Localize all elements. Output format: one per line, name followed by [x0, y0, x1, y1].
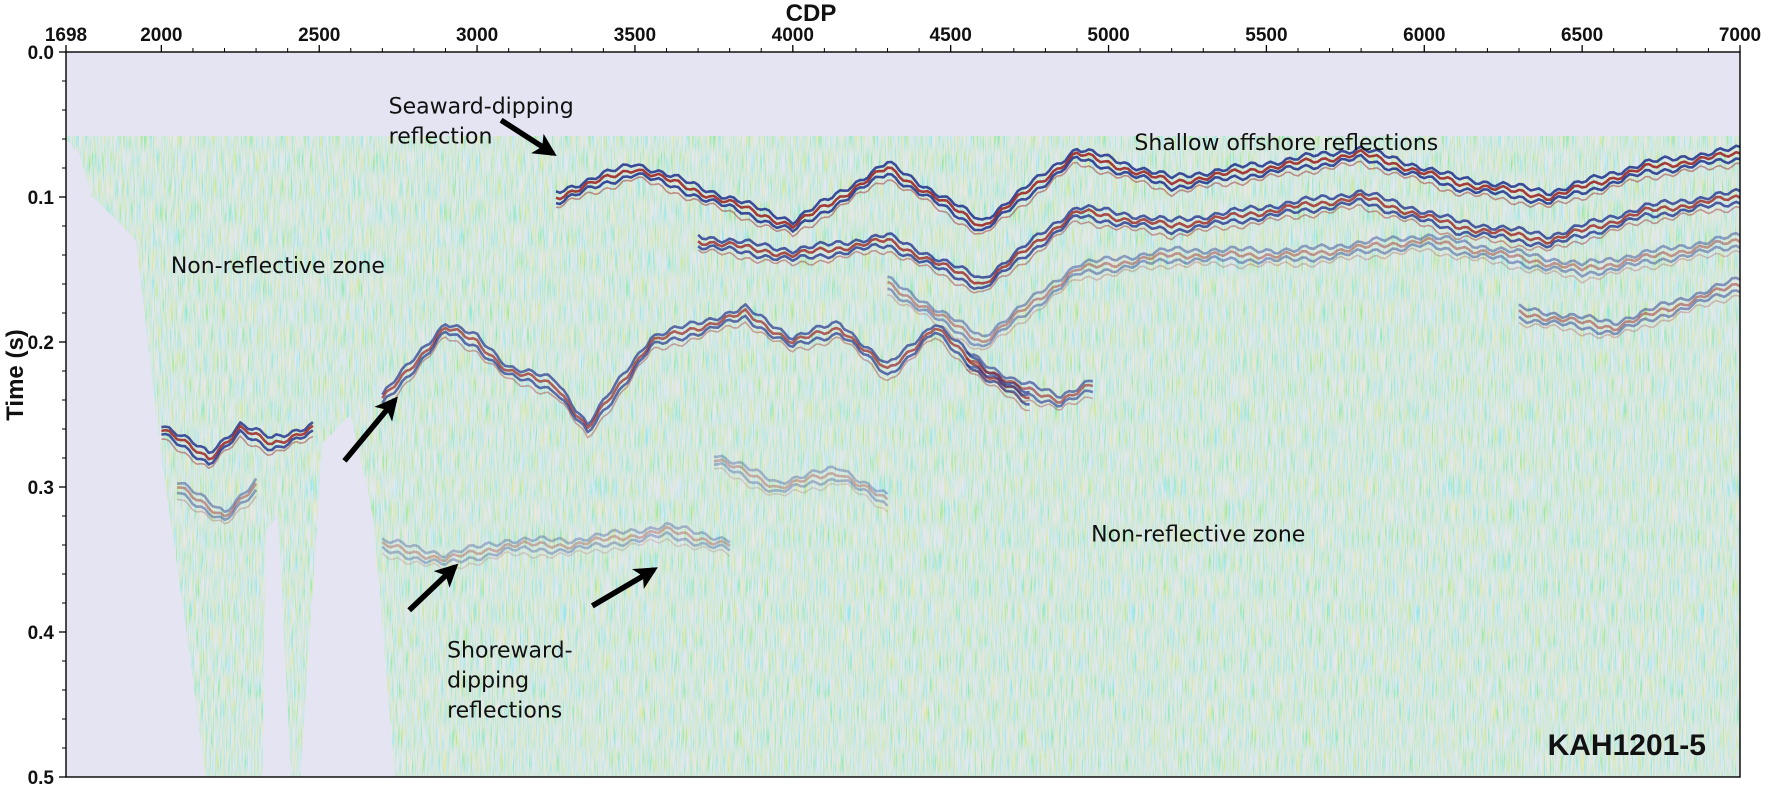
reflection-band [887, 231, 1740, 351]
annotation-line: reflection [389, 125, 493, 150]
x-tick-label: 5000 [1087, 25, 1129, 46]
annotation-arrow [590, 567, 658, 609]
reflection-band [1518, 276, 1740, 340]
y-tick-label: 0.0 [28, 43, 54, 64]
no-data-zone [262, 516, 291, 777]
x-tick-label: 7000 [1719, 25, 1761, 46]
reflection-trace [381, 303, 1030, 426]
reflection-trace [1518, 289, 1740, 336]
reflection-trace [697, 187, 1740, 279]
annotation-label: Shallow offshore reflections [1134, 131, 1438, 156]
reflection-trace [713, 458, 889, 501]
y-axis-left: 0.0 0.1 0.2 0.3 0.4 0.5 [28, 43, 66, 789]
x-tick-label: 2500 [298, 25, 340, 46]
annotation-arrow [407, 563, 459, 613]
reflection-trace [161, 421, 314, 455]
x-tick-label: 4500 [930, 25, 972, 46]
x-tick-label: 6500 [1561, 25, 1603, 46]
x-axis-top: 1698 2000 2500 3000 3500 4000 4500 5000 5500 6000… [45, 25, 1761, 52]
reflection-trace [555, 148, 1740, 229]
x-tick-label: 3500 [614, 25, 656, 46]
y-axis-title: Time (s) [2, 329, 29, 421]
reflection-trace [887, 247, 1740, 351]
x-tick-label: 3000 [456, 25, 498, 46]
reflection-trace [1518, 294, 1740, 340]
reflection-trace [966, 368, 1094, 411]
line-id-label: KAH1201-5 [1548, 729, 1706, 762]
reflection-band [381, 303, 1030, 439]
reflection-trace [965, 363, 1094, 408]
reflection-band [555, 144, 1740, 238]
reflection-trace [965, 357, 1094, 404]
reflection-trace [555, 144, 1740, 226]
reflection-trace [713, 461, 889, 507]
x-tick-label: 5500 [1245, 25, 1287, 46]
reflection-trace [381, 531, 731, 566]
annotation-line: reflections [447, 698, 562, 723]
annotation-line: Non-reflective zone [171, 254, 385, 279]
reflection-trace [713, 467, 889, 513]
y-tick-label: 0.1 [28, 188, 55, 209]
y-tick-label: 0.4 [28, 623, 55, 644]
x-tick-label: 1698 [45, 25, 87, 46]
reflection-trace [381, 314, 1030, 434]
reflection-trace [697, 204, 1740, 294]
seismic-image [66, 52, 1740, 777]
reflection-trace [555, 153, 1740, 233]
reflection-trace [381, 521, 731, 559]
annotation-line: dipping [447, 668, 529, 693]
annotation-label: Shoreward-dipping reflections [447, 638, 573, 723]
reflection-trace [697, 197, 1740, 291]
reflection-trace [887, 231, 1740, 338]
reflection-trace [713, 454, 889, 495]
reflection-trace [697, 192, 1740, 285]
plot-frame [65, 51, 1741, 778]
annotation-label: Non-reflective zone [171, 254, 385, 279]
annotation-line: Shoreward- [447, 638, 573, 663]
reflection-trace [381, 525, 731, 562]
reflection-trace [177, 482, 258, 518]
y-tick-label: 0.5 [28, 768, 55, 789]
annotations: Seaward-dipping reflection Shallow offshor… [171, 95, 1438, 724]
reflection-trace [176, 477, 258, 513]
annotation-arrow [342, 396, 398, 463]
reflection-trace [1518, 282, 1740, 332]
reflection-band [965, 350, 1094, 411]
annotation-line: Seaward-dipping [389, 95, 574, 120]
reflection-trace [555, 160, 1740, 238]
reflection-trace [161, 435, 314, 469]
reflection-trace [176, 495, 257, 525]
y-tick-label: 0.2 [28, 333, 54, 354]
reflection-band [713, 454, 889, 513]
reflection-trace [887, 241, 1740, 348]
annotation-line: Non-reflective zone [1091, 522, 1305, 547]
annotation-label: Non-reflective zone [1091, 522, 1305, 547]
reflection-trace [965, 350, 1093, 399]
reflection-trace [1518, 276, 1740, 326]
no-data-zone [300, 414, 395, 777]
reflection-trace [161, 428, 314, 466]
x-tick-label: 4000 [772, 25, 814, 46]
annotation-arrow [499, 117, 557, 157]
reflection-band [176, 477, 258, 525]
x-axis-title: CDP [786, 0, 837, 27]
no-data-zone [66, 139, 206, 777]
y-tick-label: 0.3 [28, 478, 54, 499]
annotation-label: Seaward-dipping reflection [389, 95, 574, 150]
x-tick-label: 6000 [1403, 25, 1445, 46]
reflection-trace [381, 321, 1030, 439]
reflection-trace [161, 424, 314, 461]
reflection-band [161, 421, 314, 469]
x-tick-label: 2000 [140, 25, 182, 46]
reflection-trace [176, 489, 258, 522]
reflection-trace [887, 236, 1740, 343]
reflection-band [697, 187, 1740, 294]
reflection-trace [381, 308, 1030, 430]
annotation-line: Shallow offshore reflections [1134, 131, 1438, 156]
